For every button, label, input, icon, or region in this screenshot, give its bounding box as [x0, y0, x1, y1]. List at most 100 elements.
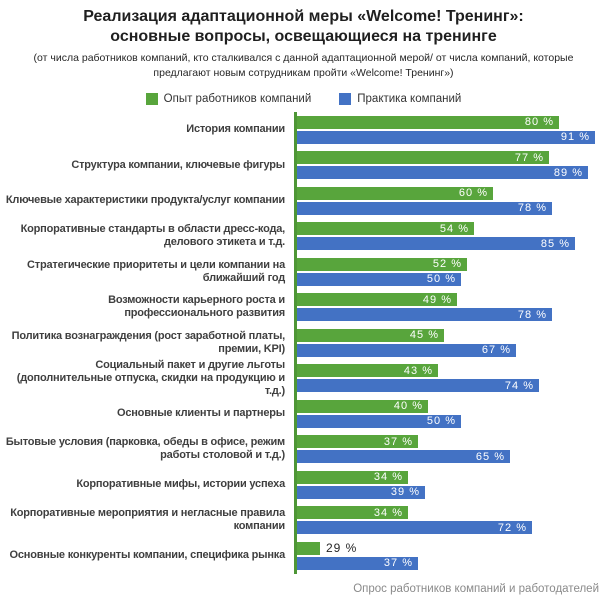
bar-practice: 39 %: [297, 485, 425, 499]
value-label: 45 %: [409, 329, 439, 342]
value-label: 80 %: [524, 116, 554, 129]
bar-practice: 91 %: [297, 130, 595, 144]
bar-practice: 74 %: [297, 379, 539, 393]
bar-practice: 50 %: [297, 414, 461, 428]
value-label: 39 %: [390, 486, 420, 499]
bar-line-experience: 40 %: [297, 399, 607, 413]
legend-swatch-green-icon: [145, 93, 158, 105]
chart-title-line2: основные вопросы, освещающиеся на тренин…: [110, 28, 497, 45]
value-label: 37 %: [383, 435, 413, 448]
chart-row: Структура компании, ключевые фигуры 77 % 8…: [0, 147, 607, 183]
category-label: Стратегические приоритеты и цели компани…: [27, 258, 285, 284]
bar-practice: 37 %: [297, 556, 418, 570]
value-label: 78 %: [517, 308, 547, 321]
bar-line-practice: 65 %: [297, 450, 607, 464]
chart-title: Реализация адаптационной меры «Welcome! …: [9, 7, 599, 47]
bar-line-experience: 37 %: [297, 435, 607, 449]
category-label: Возможности карьерного роста и профессио…: [108, 294, 285, 320]
value-label: 77 %: [514, 151, 544, 164]
category-label: Основные конкуренты компании, специфика …: [9, 549, 286, 562]
bar-line-experience: 34 %: [297, 506, 607, 520]
chart-row: Корпоративные стандарты в области дресс-…: [0, 218, 607, 254]
bar-experience: 40 %: [297, 399, 428, 413]
category-bars: 49 % 78 %: [294, 289, 607, 325]
bar-line-experience: 54 %: [297, 222, 607, 236]
bar-experience: 49 %: [297, 293, 457, 307]
value-label: 85 %: [540, 237, 570, 250]
bar-chart: История компании 80 % 91 % Структура компан…: [0, 112, 607, 574]
bar-line-practice: 78 %: [297, 201, 607, 215]
legend-item-experience: Опыт работников компаний: [145, 93, 312, 105]
chart-row: Бытовые условия (парковка, обеды в офисе…: [0, 431, 607, 467]
bar-line-experience: 77 %: [297, 151, 607, 165]
chart-row: Корпоративные мероприятия и негласные пр…: [0, 502, 607, 538]
chart-row: Политика вознаграждения (рост заработной…: [0, 325, 607, 361]
category-label: История компании: [186, 123, 285, 136]
category-label: Ключевые характеристики продукта/услуг к…: [5, 194, 285, 207]
bar-line-experience: 60 %: [297, 186, 607, 200]
category-bars: 54 % 85 %: [294, 218, 607, 254]
value-label: 43 %: [403, 364, 433, 377]
bar-line-practice: 85 %: [297, 237, 607, 251]
category-bars: 77 % 89 %: [294, 147, 607, 183]
value-label: 89 %: [553, 166, 583, 179]
value-label: 78 %: [517, 202, 547, 215]
value-label: 40 %: [393, 400, 423, 413]
category-bars: 37 % 65 %: [294, 431, 607, 467]
value-label: 50 %: [426, 415, 456, 428]
category-bars: 43 % 74 %: [294, 360, 607, 396]
category-label: Корпоративные стандарты в области дресс-…: [20, 223, 286, 249]
bar-experience: 34 %: [297, 506, 408, 520]
category-label: Бытовые условия (парковка, обеды в офисе…: [5, 436, 285, 462]
chart-subtitle: (от числа работников компаний, кто сталк…: [33, 52, 574, 79]
category-label: Социальный пакет и другие льготы (дополн…: [16, 358, 285, 397]
bar-practice: 89 %: [297, 166, 588, 180]
bar-line-experience: 49 %: [297, 293, 607, 307]
value-label: 29 %: [326, 541, 358, 556]
bar-line-experience: 34 %: [297, 470, 607, 484]
category-bars: 29 % 37 %: [294, 538, 607, 574]
bar-experience: 34 %: [297, 470, 408, 484]
chart-row: Стратегические приоритеты и цели компани…: [0, 254, 607, 290]
bar-line-practice: 37 %: [297, 556, 607, 570]
bar-practice: 72 %: [297, 521, 532, 535]
bar-line-practice: 39 %: [297, 485, 607, 499]
bar-experience: 54 %: [297, 222, 474, 236]
bar-experience: 80 %: [297, 115, 559, 129]
value-label: 74 %: [504, 379, 534, 392]
bar-experience: 52 %: [297, 257, 467, 271]
category-bars: 34 % 72 %: [294, 502, 607, 538]
value-label: 67 %: [481, 344, 511, 357]
legend-label-experience: Опыт работников компаний: [163, 93, 312, 105]
value-label: 50 %: [426, 273, 456, 286]
bar-practice: 67 %: [297, 343, 516, 357]
bar-line-experience: 52 %: [297, 257, 607, 271]
value-label: 34 %: [373, 471, 403, 484]
bar-experience: 43 %: [297, 364, 438, 378]
category-bars: 60 % 78 %: [294, 183, 607, 219]
bar-line-experience: 80 %: [297, 115, 607, 129]
value-label: 34 %: [373, 506, 403, 519]
chart-row: Основные конкуренты компании, специфика …: [0, 538, 607, 574]
category-bars: 80 % 91 %: [294, 112, 607, 148]
bar-experience: 45 %: [297, 328, 444, 342]
bar-line-practice: 89 %: [297, 166, 607, 180]
bar-practice: 65 %: [297, 450, 510, 464]
chart-title-line1: Реализация адаптационной меры «Welcome! …: [83, 8, 524, 25]
legend-swatch-blue-icon: [339, 93, 352, 105]
chart-row: Основные клиенты и партнеры 40 % 50 %: [0, 396, 607, 432]
bar-line-experience: 43 %: [297, 364, 607, 378]
bar-line-practice: 91 %: [297, 130, 607, 144]
category-label: Корпоративные мифы, истории успеха: [76, 478, 285, 491]
bar-practice: 78 %: [297, 308, 552, 322]
bar-line-practice: 50 %: [297, 414, 607, 428]
bar-experience: 77 %: [297, 151, 549, 165]
bar-experience: 37 %: [297, 435, 418, 449]
value-label: 52 %: [432, 258, 462, 271]
bar-line-practice: 67 %: [297, 343, 607, 357]
category-bars: 52 % 50 %: [294, 254, 607, 290]
category-bars: 40 % 50 %: [294, 396, 607, 432]
chart-row: История компании 80 % 91 %: [0, 112, 607, 148]
category-bars: 34 % 39 %: [294, 467, 607, 503]
